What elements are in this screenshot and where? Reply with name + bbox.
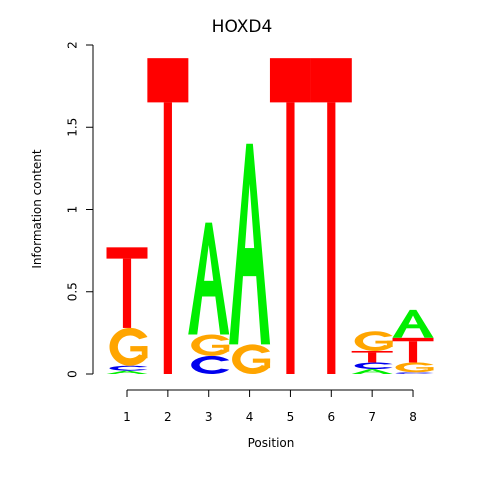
letter-A-pos-3: [188, 222, 230, 335]
letter-T-pos-2: [147, 58, 189, 374]
letter-A-pos-8: [392, 309, 434, 338]
letter-T-pos-5: [269, 58, 311, 374]
y-axis-label: Information content: [30, 149, 44, 269]
letter-G-pos-1: [109, 327, 148, 366]
x-axis-label: Position: [248, 436, 295, 450]
y-tick-label: 0.5: [66, 282, 80, 301]
letter-G-pos-3: [191, 334, 230, 356]
y-tick-label: 1.5: [66, 118, 80, 137]
x-tick-label: 1: [123, 410, 131, 424]
letter-T-pos-8: [392, 337, 434, 363]
x-tick-label: 3: [205, 410, 213, 424]
letter-C-pos-1: [109, 365, 148, 371]
y-axis: 0 0.5 1 1.5 2: [66, 41, 94, 378]
letter-C-pos-8: [395, 372, 434, 374]
letter-G-pos-4: [232, 344, 271, 375]
letter-C-pos-3: [191, 355, 230, 374]
letter-T-pos-1: [106, 247, 148, 328]
letter-C-pos-7: [354, 362, 393, 370]
letter-stacks: [106, 58, 434, 375]
letter-T-pos-6: [310, 58, 352, 374]
letter-A-pos-1: [106, 370, 148, 374]
x-tick-label: 4: [246, 410, 254, 424]
letter-A-pos-4: [229, 143, 271, 345]
x-tick-label: 6: [327, 410, 335, 424]
y-tick-label: 0: [66, 370, 80, 378]
x-tick-label: 8: [409, 410, 417, 424]
letter-T-pos-7: [351, 350, 393, 363]
y-tick-label: 1: [66, 206, 80, 214]
letter-G-pos-8: [395, 362, 434, 373]
x-tick-label: 2: [164, 410, 172, 424]
chart-title: HOXD4: [212, 17, 273, 37]
x-axis: 1 2 3 4 5 6 7 8: [123, 389, 417, 424]
letter-G-pos-7: [354, 331, 393, 351]
letter-A-pos-7: [351, 369, 393, 374]
x-tick-label: 5: [287, 410, 295, 424]
x-tick-label: 7: [368, 410, 376, 424]
y-tick-label: 2: [66, 41, 80, 49]
